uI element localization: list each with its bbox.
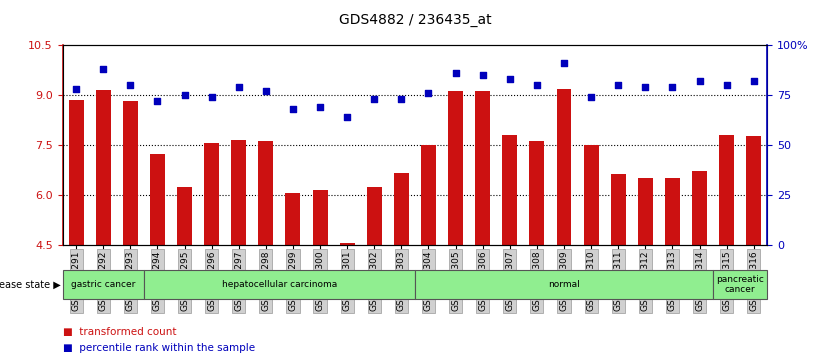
Bar bbox=[285, 193, 300, 245]
Bar bbox=[339, 243, 354, 245]
Bar bbox=[502, 135, 517, 245]
Bar bbox=[530, 141, 545, 245]
Text: GDS4882 / 236435_at: GDS4882 / 236435_at bbox=[339, 13, 491, 27]
Text: disease state ▶: disease state ▶ bbox=[0, 280, 61, 290]
Text: pancreatic
cancer: pancreatic cancer bbox=[716, 275, 764, 294]
Point bbox=[69, 86, 83, 92]
Point bbox=[422, 90, 435, 96]
Bar bbox=[123, 101, 138, 245]
Bar bbox=[63, 270, 143, 299]
Bar bbox=[313, 190, 328, 245]
Point bbox=[205, 94, 219, 100]
Point bbox=[314, 105, 327, 110]
Point bbox=[585, 94, 598, 100]
Bar bbox=[556, 89, 571, 245]
Point bbox=[123, 82, 137, 88]
Point bbox=[178, 93, 191, 98]
Bar bbox=[394, 174, 409, 245]
Point bbox=[503, 77, 516, 82]
Bar bbox=[610, 175, 626, 245]
Bar bbox=[665, 178, 680, 245]
Point bbox=[639, 85, 652, 90]
Bar bbox=[150, 154, 165, 245]
Bar bbox=[143, 270, 415, 299]
Text: ■  percentile rank within the sample: ■ percentile rank within the sample bbox=[63, 343, 254, 353]
Point bbox=[747, 78, 761, 84]
Bar bbox=[421, 144, 436, 245]
Point bbox=[693, 78, 706, 84]
Bar bbox=[415, 270, 713, 299]
Point bbox=[368, 97, 381, 102]
Point bbox=[286, 106, 299, 112]
Bar bbox=[367, 187, 382, 245]
Point bbox=[151, 98, 164, 104]
Point bbox=[611, 82, 625, 88]
Bar bbox=[692, 171, 707, 245]
Bar bbox=[746, 136, 761, 245]
Point bbox=[720, 82, 733, 88]
Point bbox=[476, 73, 490, 78]
Text: hepatocellular carcinoma: hepatocellular carcinoma bbox=[222, 280, 337, 289]
Bar bbox=[713, 270, 767, 299]
Point bbox=[259, 89, 273, 94]
Point bbox=[97, 66, 110, 72]
Bar bbox=[719, 135, 734, 245]
Text: normal: normal bbox=[548, 280, 580, 289]
Point bbox=[557, 61, 570, 66]
Text: gastric cancer: gastric cancer bbox=[71, 280, 135, 289]
Bar bbox=[231, 140, 246, 245]
Bar bbox=[638, 178, 653, 245]
Point bbox=[449, 70, 462, 76]
Bar bbox=[259, 141, 274, 245]
Bar bbox=[584, 144, 599, 245]
Point bbox=[530, 82, 544, 88]
Bar bbox=[177, 187, 192, 245]
Bar bbox=[475, 91, 490, 245]
Bar bbox=[68, 100, 83, 245]
Point bbox=[394, 97, 408, 102]
Bar bbox=[204, 143, 219, 245]
Point bbox=[340, 114, 354, 120]
Point bbox=[232, 85, 245, 90]
Bar bbox=[448, 91, 463, 245]
Text: ■  transformed count: ■ transformed count bbox=[63, 327, 176, 337]
Point bbox=[666, 85, 679, 90]
Bar bbox=[96, 90, 111, 245]
